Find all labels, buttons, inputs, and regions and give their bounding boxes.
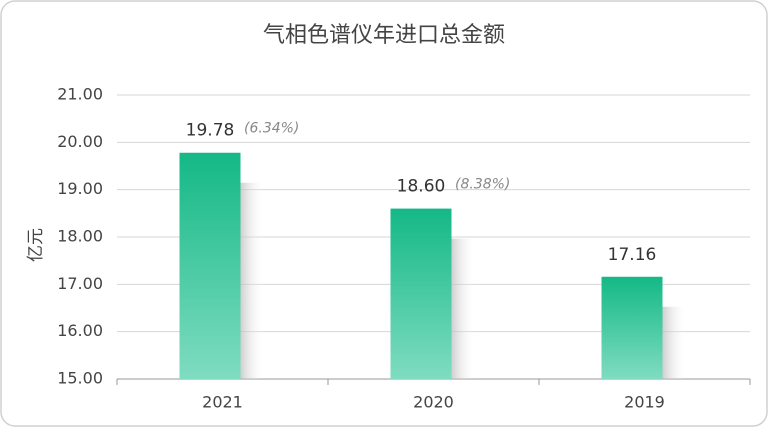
y-tick-label: 20.00 (57, 132, 103, 151)
value-label: 17.16 (608, 245, 657, 265)
bar-shadow (240, 182, 265, 379)
x-tick-label: 2020 (413, 393, 454, 412)
bar (390, 208, 452, 379)
value-label: 19.78 (186, 121, 235, 141)
growth-annotation: (8.38%) (455, 177, 510, 193)
y-tick-label: 16.00 (57, 321, 103, 340)
bar-shadow (662, 306, 687, 379)
bar (601, 276, 663, 379)
y-tick-label: 15.00 (57, 369, 103, 388)
y-tick-label: 17.00 (57, 274, 103, 293)
growth-annotation: (6.34%) (244, 121, 299, 137)
chart-title: 气相色谱仪年进口总金额 (263, 23, 505, 48)
y-axis-label: 亿元 (26, 228, 46, 262)
y-tick-label: 19.00 (57, 179, 103, 198)
bar-shadow (451, 238, 476, 379)
x-tick-label: 2021 (202, 393, 243, 412)
value-label: 18.60 (397, 177, 446, 197)
y-tick-label: 21.00 (57, 85, 103, 104)
bar (179, 152, 241, 379)
x-tick-label: 2019 (624, 393, 665, 412)
y-tick-label: 18.00 (57, 227, 103, 246)
